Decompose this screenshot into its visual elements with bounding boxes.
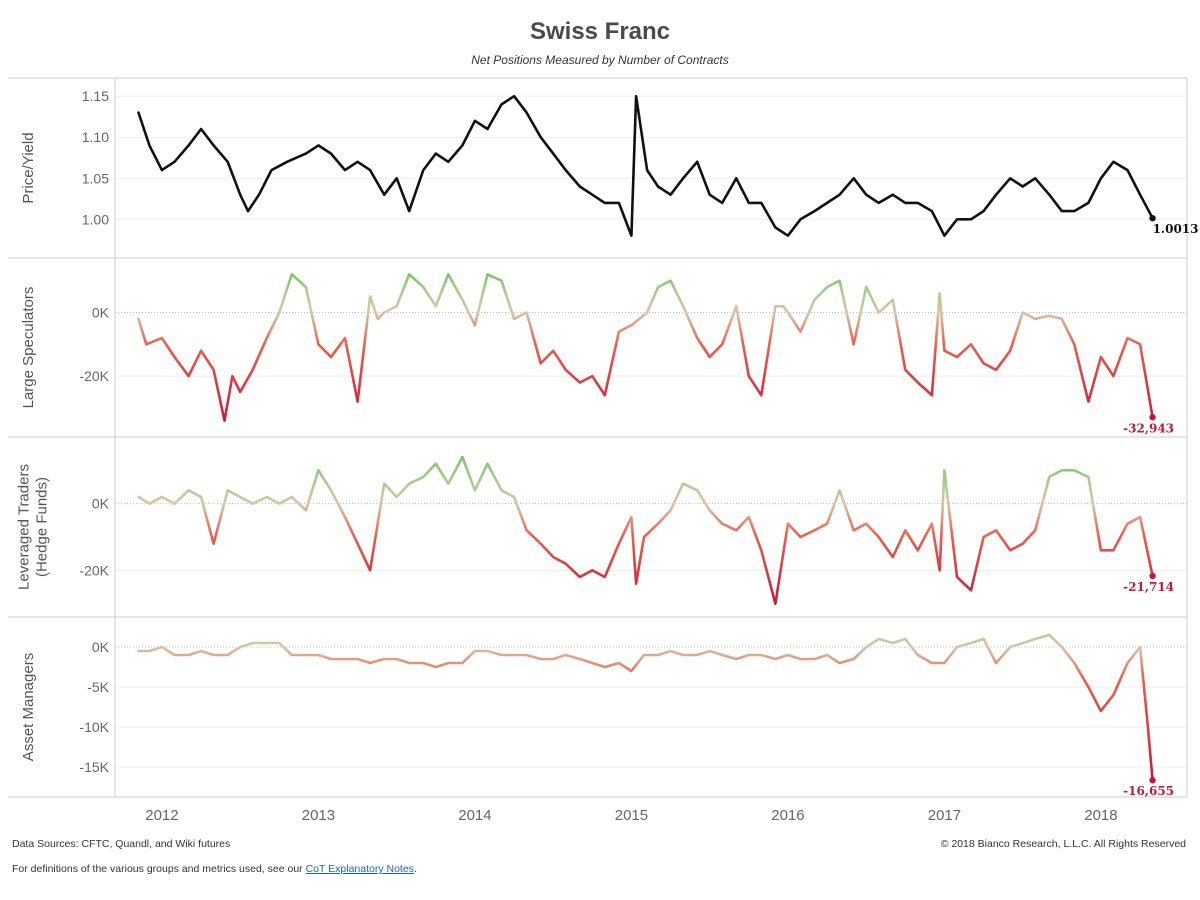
end-value-label: -32,943 [1123, 421, 1174, 435]
y-tick-label: -20K [79, 562, 109, 578]
y-tick-label: 1.15 [82, 88, 109, 104]
end-value-label: -21,714 [1123, 580, 1174, 594]
x-axis: 2012 2013 2014 2015 2016 2017 2018 [145, 807, 1117, 824]
definitions-note: For definitions of the various groups an… [12, 863, 417, 875]
x-tick-label: 2013 [302, 807, 335, 824]
panel-large-speculators: 0K -20K Large Speculators -32,943 [8, 257, 1187, 435]
y-axis-title: Asset Managers [20, 653, 37, 761]
panel-asset-managers: 0K -5K -10K -15K Asset Managers -16,655 [8, 616, 1187, 798]
y-axis-title: Leveraged Traders(Hedge Funds) [16, 464, 51, 590]
end-value-label: -16,655 [1123, 784, 1174, 798]
y-tick-label: 1.05 [82, 170, 109, 186]
definitions-note-prefix: For definitions of the various groups an… [12, 863, 306, 875]
panels-layer: 1.15 1.10 1.05 1.00 Price/Yield 1.0013 0K -20K L… [8, 77, 1199, 798]
panel-price: 1.15 1.10 1.05 1.00 Price/Yield 1.0013 [20, 88, 1199, 237]
x-tick-label: 2012 [145, 807, 178, 824]
y-tick-label: 1.00 [82, 211, 109, 227]
x-tick-label: 2018 [1084, 807, 1117, 824]
panel-leveraged-traders: 0K -20K Leveraged Traders(Hedge Funds) -21,… [8, 436, 1187, 605]
y-axis-title: Price/Yield [20, 132, 37, 203]
y-tick-label: -15K [79, 759, 109, 775]
chart-canvas: 1.15 1.10 1.05 1.00 Price/Yield 1.0013 0K -20K L… [8, 77, 1199, 824]
end-point-marker [1149, 572, 1156, 580]
x-tick-label: 2017 [928, 807, 961, 824]
series-line-asset-managers [137, 633, 1154, 782]
y-tick-label: 0K [92, 305, 110, 321]
series-line-leveraged-traders [137, 455, 1154, 605]
definitions-note-suffix: . [413, 863, 417, 875]
series-line-price [137, 94, 1154, 237]
end-point-marker [1149, 215, 1156, 222]
x-tick-label: 2015 [615, 807, 648, 824]
y-tick-label: 1.10 [82, 129, 109, 145]
chart-title: Swiss Franc [529, 18, 671, 45]
y-tick-label: 0K [92, 639, 110, 655]
cot-explanatory-notes-link[interactable]: CoT Explanatory Notes [305, 863, 414, 875]
end-point-marker [1149, 777, 1156, 784]
x-tick-label: 2016 [771, 807, 804, 824]
y-tick-label: -5K [87, 679, 109, 695]
chart-subtitle: Net Positions Measured by Number of Cont… [471, 53, 729, 67]
y-axis-title: Large Speculators [20, 287, 37, 409]
y-tick-label: 0K [92, 496, 110, 512]
y-tick-label: -20K [79, 368, 109, 384]
copyright-note: © 2018 Bianco Research, L.L.C. All Right… [940, 838, 1186, 850]
end-value-label: 1.0013 [1153, 222, 1199, 236]
x-tick-label: 2014 [458, 807, 491, 824]
y-tick-label: -10K [79, 719, 109, 735]
data-sources-note: Data Sources: CFTC, Quandl, and Wiki fut… [12, 838, 231, 850]
series-line-large-speculators [137, 273, 1154, 422]
end-point-marker [1149, 414, 1156, 421]
